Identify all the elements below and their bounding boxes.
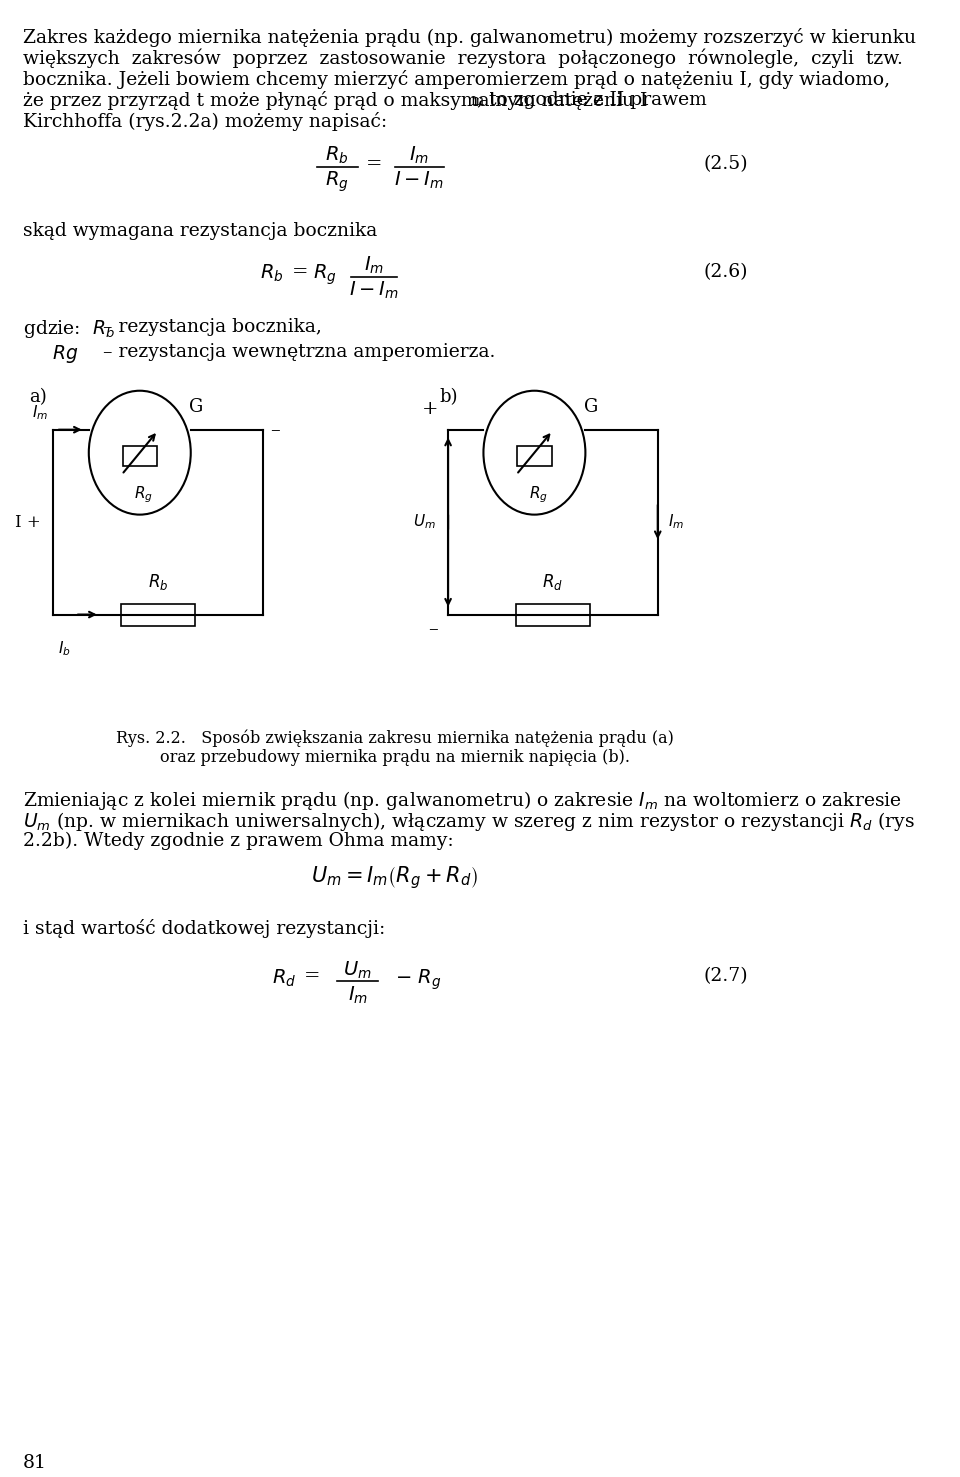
Text: gdzie:  $R_b$: gdzie: $R_b$ [23,318,115,340]
Text: oraz przebudowy miernika prądu na miernik napięcia (b).: oraz przebudowy miernika prądu na mierni… [159,749,630,767]
Text: $I - I_m$: $I - I_m$ [349,279,399,301]
Text: +: + [421,400,438,418]
Text: większych  zakresów  poprzez  zastosowanie  rezystora  połączonego  równolegle, : większych zakresów poprzez zastosowanie … [23,49,903,68]
Text: $I - I_m$: $I - I_m$ [395,170,444,191]
Text: –: – [270,421,279,439]
Text: $I_m$: $I_m$ [667,513,684,532]
Text: $I_m$: $I_m$ [409,145,429,167]
Bar [516,604,589,626]
Text: bocznika. Jeżeli bowiem chcemy mierzyć amperomierzem prąd o natężeniu I, gdy wia: bocznika. Jeżeli bowiem chcemy mierzyć a… [23,69,890,89]
Text: $U_m$: $U_m$ [413,513,436,532]
Text: że przez przyrząd t może płynąć prąd o maksymalnym natężeniu I: że przez przyrząd t może płynąć prąd o m… [23,92,647,109]
Text: $R_b$: $R_b$ [325,145,348,167]
Text: =: = [292,263,308,281]
Text: $I_m$: $I_m$ [364,256,384,276]
Text: $R_g$: $R_g$ [134,484,154,505]
Text: –: – [428,619,438,638]
Text: Zmieniając z kolei miernik prądu (np. galwanometru) o zakresie $I_m$ na woltomie: Zmieniając z kolei miernik prądu (np. ga… [23,789,902,812]
Text: 81: 81 [23,1453,47,1473]
Text: $R_g$: $R_g$ [325,170,348,195]
Text: $R_d$: $R_d$ [542,572,564,592]
Text: Kirchhoffa (rys.2.2a) możemy napisać:: Kirchhoffa (rys.2.2a) możemy napisać: [23,112,387,131]
Bar [517,446,552,465]
Text: $I_m$: $I_m$ [32,403,48,422]
Text: G: G [584,397,598,415]
Text: G: G [189,397,204,415]
Bar [121,604,195,626]
Text: Zakres każdego miernika natężenia prądu (np. galwanometru) możemy rozszerzyć w k: Zakres każdego miernika natężenia prądu … [23,28,916,47]
Text: skąd wymagana rezystancja bocznika: skąd wymagana rezystancja bocznika [23,222,377,239]
Text: (2.5): (2.5) [704,155,748,173]
Text: Rys. 2.2.   Sposób zwiększania zakresu miernika natężenia prądu (a): Rys. 2.2. Sposób zwiększania zakresu mie… [116,730,674,747]
Text: a): a) [29,388,46,406]
Text: i stąd wartość dodatkowej rezystancji:: i stąd wartość dodatkowej rezystancji: [23,919,385,938]
Text: b): b) [440,388,458,406]
Text: – rezystancja bocznika,: – rezystancja bocznika, [97,318,322,335]
Text: $R_b$: $R_b$ [259,263,283,284]
Text: $I_b$: $I_b$ [58,640,70,659]
Text: (2.6): (2.6) [704,263,748,281]
Text: 2.2b). Wtedy zgodnie z prawem Ohma mamy:: 2.2b). Wtedy zgodnie z prawem Ohma mamy: [23,832,454,849]
Text: (2.7): (2.7) [704,967,748,985]
Text: $Rg$: $Rg$ [52,343,78,365]
Text: $U_m$ (np. w miernikach uniwersalnych), włączamy w szereg z nim rezystor o rezys: $U_m$ (np. w miernikach uniwersalnych), … [23,811,915,833]
Text: $R_g$: $R_g$ [529,484,548,505]
Text: – rezystancja wewnętrzna amperomierza.: – rezystancja wewnętrzna amperomierza. [97,343,495,360]
Text: $R_g$: $R_g$ [313,263,337,288]
Text: $U_m$: $U_m$ [344,959,372,981]
Text: , to zgodnie z II prawem: , to zgodnie z II prawem [477,92,707,109]
Text: I +: I + [15,514,41,530]
Text: $R_d$: $R_d$ [272,967,296,988]
Text: =: = [304,967,321,985]
Text: =: = [366,155,382,173]
Text: $U_m = I_m \left(R_g + R_d\right)$: $U_m = I_m \left(R_g + R_d\right)$ [311,864,478,891]
Text: $I_m$: $I_m$ [348,984,368,1006]
Bar [123,446,157,465]
Text: m: m [470,95,484,108]
Text: $R_b$: $R_b$ [148,572,168,592]
Text: $-\ R_g$: $-\ R_g$ [395,967,441,991]
